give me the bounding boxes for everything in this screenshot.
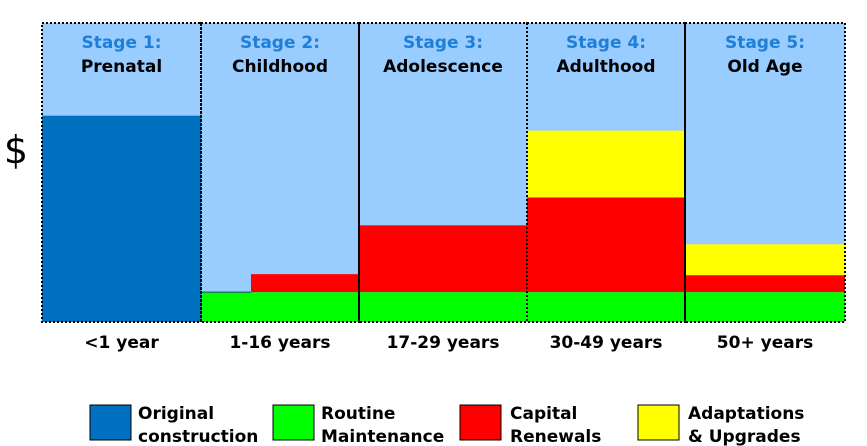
stage-border-5 [684,22,846,323]
stage-border-2 [200,22,360,323]
legend-label-4-line1: Adaptations [688,404,804,424]
bar-routine-maintenance-stage-3 [359,292,527,322]
bar-adaptations-upgrades-stage-4 [527,130,685,198]
y-axis-label: $ [4,128,28,172]
legend-label-1-line2: construction [138,427,258,446]
legend-swatch-2 [272,404,315,441]
bar-adaptations-upgrades-stage-5 [685,244,845,276]
bar-capital-renewals-stage-2 [251,274,359,293]
legend-label-3-line2: Renewals [510,427,601,446]
stage-1-name: Prenatal [81,57,162,77]
stage-3-number: Stage 3: [403,33,483,53]
legend-label-2-line1: Routine [321,404,395,424]
cost-bars-layer [42,115,845,322]
bar-capital-renewals-stage-4 [527,197,685,293]
stage-5-number: Stage 5: [725,33,805,53]
stage-border-4 [526,22,686,323]
bar-capital-renewals-stage-3 [359,225,527,293]
legend-label-1-line1: Original [138,404,214,424]
x-tick-stage-2: 1-16 years [229,333,330,353]
stage-4-name: Adulthood [556,57,655,77]
x-tick-stage-3: 17-29 years [387,333,500,353]
bar-routine-maintenance-stage-2 [201,292,359,322]
stage-1-number: Stage 1: [81,33,161,53]
x-tick-stage-4: 30-49 years [550,333,663,353]
stage-background-2 [201,23,359,322]
stage-2-name: Childhood [232,57,328,77]
stage-label-layer: Stage 1: Prenatal <1 year Stage 2: Childhood… [81,33,813,353]
legend-swatch-4 [637,404,680,441]
stage-4-number: Stage 4: [566,33,646,53]
legend-label-2-line2: Maintenance [321,427,444,446]
legend-swatch-1 [89,404,132,441]
stage-3-name: Adolescence [383,57,503,77]
bar-routine-maintenance-stage-5 [685,292,845,322]
bar-routine-maintenance-stage-4 [527,292,685,322]
stage-2-number: Stage 2: [240,33,320,53]
legend-swatch-3 [459,404,502,441]
stage-border-layer [41,22,846,323]
bar-capital-renewals-stage-5 [685,275,845,293]
legend-label-3-line1: Capital [510,404,577,424]
stage-5-name: Old Age [727,57,802,77]
legend-label-4-line2: & Upgrades [688,427,801,446]
x-tick-stage-5: 50+ years [717,333,813,353]
bar-original-construction-stage-1 [42,115,201,322]
x-tick-stage-1: <1 year [84,333,159,353]
legend: Original construction Routine Maintenance Ca… [89,404,804,446]
